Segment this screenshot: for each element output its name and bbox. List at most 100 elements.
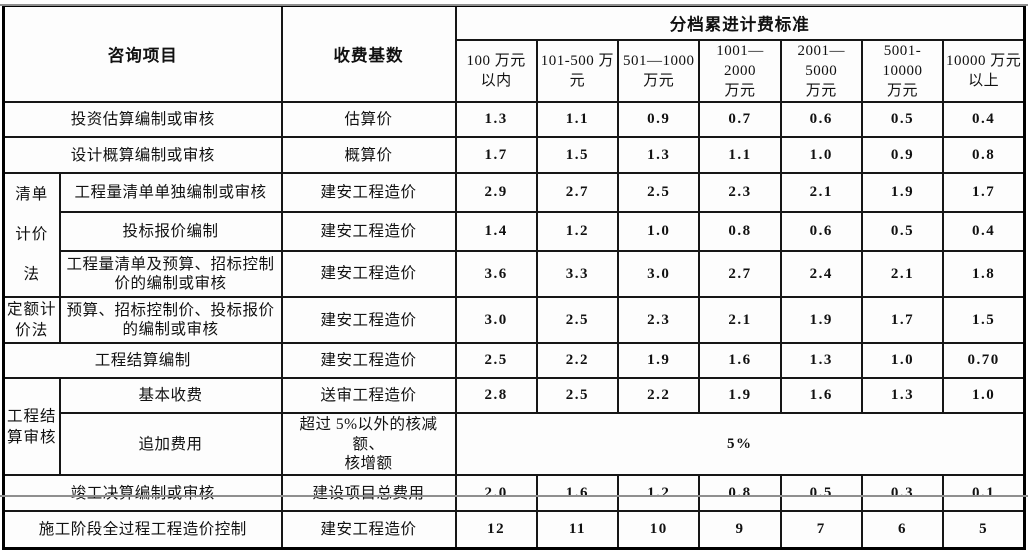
base-cell: 建安工程造价 xyxy=(280,211,457,253)
group-cell-quota-pricing: 定额计 价法 xyxy=(2,296,61,345)
value-cell: 0.6 xyxy=(779,101,863,139)
group-cell-list-pricing: 清单 计价 法 xyxy=(2,172,61,299)
value-cell: 0.8 xyxy=(698,474,782,513)
base-cell: 建安工程造价 xyxy=(280,342,457,380)
value-cell: 0.5 xyxy=(860,101,945,139)
value-cell: 1.5 xyxy=(942,296,1026,345)
value-cell: 7 xyxy=(779,510,863,550)
scan-edge-top xyxy=(0,4,1028,6)
table-row: 工程结算编制 建安工程造价 2.5 2.2 1.9 1.6 1.3 1.0 0.… xyxy=(2,342,1026,380)
tier-header-5: 2001—5000 万元 xyxy=(779,38,863,104)
table-row: 投资估算编制或审核 估算价 1.3 1.1 0.9 0.7 0.6 0.5 0.… xyxy=(2,101,1026,139)
value-cell: 0.6 xyxy=(779,211,863,253)
value-cell: 11 xyxy=(535,510,620,550)
table-row: 工程量清单及预算、招标控制 价的编制或审核 建安工程造价 3.6 3.3 3.0… xyxy=(4,250,1026,299)
value-cell: 2.7 xyxy=(698,250,782,299)
base-cell: 送审工程造价 xyxy=(280,377,457,415)
table-row: 工程结 算审核 基本收费 送审工程造价 2.8 2.5 2.2 1.9 1.6 … xyxy=(2,377,1026,477)
value-cell: 12 xyxy=(454,510,538,550)
project-cell: 基本收费 xyxy=(58,377,283,415)
base-cell: 建安工程造价 xyxy=(280,510,457,550)
value-cell: 0.8 xyxy=(942,136,1026,175)
value-cell: 10 xyxy=(617,510,701,550)
value-cell: 0.70 xyxy=(942,342,1026,380)
value-cell: 1.4 xyxy=(454,211,538,253)
value-cell: 2.3 xyxy=(617,296,701,345)
base-cell: 建设项目总费用 xyxy=(280,474,457,513)
project-cell: 投标报价编制 xyxy=(58,211,283,253)
table-row: 投标报价编制 建安工程造价 1.4 1.2 1.0 0.8 0.6 0.5 0.… xyxy=(4,211,1026,253)
value-cell: 1.6 xyxy=(698,342,782,380)
table-row: 竣工决算编制或审核 建设项目总费用 2.0 1.6 1.2 0.8 0.5 0.… xyxy=(2,474,1026,513)
value-cell: 1.3 xyxy=(860,377,945,415)
tier-header-4: 1001—2000 万元 xyxy=(698,38,782,104)
base-cell: 建安工程造价 xyxy=(280,172,457,214)
project-cell: 工程结算编制 xyxy=(2,342,283,380)
value-cell: 5 xyxy=(942,510,1026,550)
value-cell: 2.5 xyxy=(535,296,620,345)
value-cell: 2.1 xyxy=(860,250,945,299)
value-cell: 1.9 xyxy=(860,172,945,214)
value-cell: 2.1 xyxy=(698,296,782,345)
project-cell: 施工阶段全过程工程造价控制 xyxy=(2,510,283,550)
value-cell: 1.6 xyxy=(535,474,620,513)
project-cell: 追加费用 xyxy=(58,412,283,477)
value-cell: 0.3 xyxy=(860,474,945,513)
header-row-main: 咨询项目 收费基数 分档累进计费标准 xyxy=(2,4,1026,104)
value-cell: 3.0 xyxy=(617,250,701,299)
value-cell: 2.5 xyxy=(454,342,538,380)
tier-header-2: 101-500 万 元 xyxy=(535,38,620,104)
value-cell: 2.2 xyxy=(617,377,701,415)
value-cell: 2.9 xyxy=(454,172,538,214)
base-cell: 概算价 xyxy=(280,136,457,175)
value-cell: 1.7 xyxy=(454,136,538,175)
project-cell: 预算、招标控制价、投标报价 的编制或审核 xyxy=(58,296,283,345)
tier-header-6: 5001-10000 万元 xyxy=(860,38,945,104)
table-row: 定额计 价法 预算、招标控制价、投标报价 的编制或审核 建安工程造价 3.0 2… xyxy=(2,296,1026,345)
value-cell: 1.3 xyxy=(454,101,538,139)
tier-header-7: 10000 万元 以上 xyxy=(942,38,1026,104)
value-cell: 1.1 xyxy=(698,136,782,175)
value-cell: 2.1 xyxy=(779,172,863,214)
header-tier-group: 分档累进计费标准 xyxy=(454,4,1026,41)
value-cell: 1.0 xyxy=(779,136,863,175)
project-cell: 工程量清单单独编制或审核 xyxy=(58,172,283,214)
base-cell: 超过 5%以外的核减额、 核增额 xyxy=(280,412,457,477)
value-cell: 1.5 xyxy=(535,136,620,175)
value-cell: 2.4 xyxy=(779,250,863,299)
value-cell: 1.3 xyxy=(617,136,701,175)
table-row: 追加费用 超过 5%以外的核减额、 核增额 5% xyxy=(4,412,1026,477)
table-row: 施工阶段全过程工程造价控制 建安工程造价 12 11 10 9 7 6 5 xyxy=(2,510,1026,550)
fee-schedule-table: 咨询项目 收费基数 分档累进计费标准 100 万元 以内 101-500 万 元… xyxy=(2,4,1026,550)
value-cell: 0.4 xyxy=(942,101,1026,139)
value-cell: 1.0 xyxy=(942,377,1026,415)
group-cell-settlement-audit: 工程结 算审核 xyxy=(2,377,61,477)
value-cell: 1.9 xyxy=(779,296,863,345)
table-row: 设计概算编制或审核 概算价 1.7 1.5 1.3 1.1 1.0 0.9 0.… xyxy=(2,136,1026,175)
value-cell: 0.1 xyxy=(942,474,1026,513)
value-cell: 3.3 xyxy=(535,250,620,299)
merged-value-cell: 5% xyxy=(454,412,1026,477)
value-cell: 1.7 xyxy=(860,296,945,345)
value-cell: 3.0 xyxy=(454,296,538,345)
project-cell: 投资估算编制或审核 xyxy=(2,101,283,139)
base-cell: 建安工程造价 xyxy=(280,296,457,345)
tier-header-3: 501—1000 万元 xyxy=(617,38,701,104)
value-cell: 1.7 xyxy=(942,172,1026,214)
header-row-tiers: 100 万元 以内 101-500 万 元 501—1000 万元 1001—2… xyxy=(4,38,1026,104)
value-cell: 1.0 xyxy=(617,211,701,253)
value-cell: 0.8 xyxy=(698,211,782,253)
value-cell: 1.9 xyxy=(698,377,782,415)
header-project-column: 咨询项目 xyxy=(2,4,283,104)
value-cell: 3.6 xyxy=(454,250,538,299)
value-cell: 2.8 xyxy=(454,377,538,415)
project-cell: 设计概算编制或审核 xyxy=(2,136,283,175)
value-cell: 1.6 xyxy=(779,377,863,415)
value-cell: 0.9 xyxy=(617,101,701,139)
value-cell: 1.2 xyxy=(535,211,620,253)
value-cell: 0.5 xyxy=(779,474,863,513)
value-cell: 0.7 xyxy=(698,101,782,139)
value-cell: 1.2 xyxy=(617,474,701,513)
value-cell: 1.1 xyxy=(535,101,620,139)
project-cell: 竣工决算编制或审核 xyxy=(2,474,283,513)
